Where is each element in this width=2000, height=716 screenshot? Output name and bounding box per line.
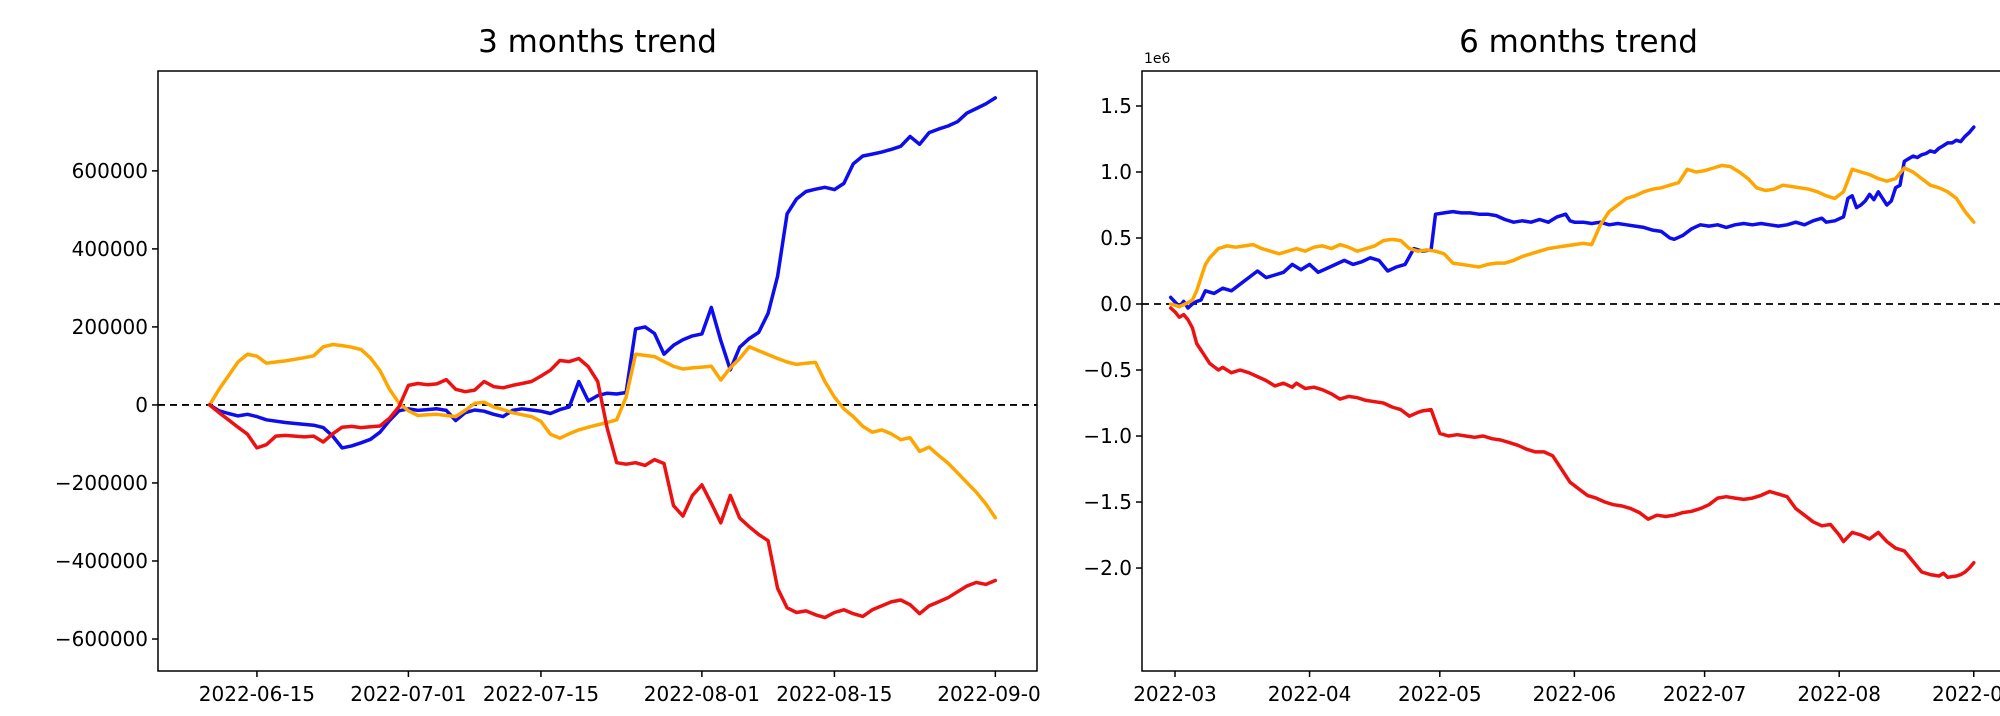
plot-area — [1141, 70, 2000, 672]
y-tick-label: 200000 — [72, 315, 148, 339]
x-tick-label: 2022-06 — [1533, 682, 1617, 706]
figure-canvas: { "figure": {"background": "#ffffff"}, "… — [54, 24, 2000, 706]
y-tick-label: 600000 — [72, 159, 148, 183]
x-tick-label: 2022-08 — [1797, 682, 1881, 706]
y-tick-label: −600000 — [55, 627, 148, 651]
y-tick-label: 1.0 — [1100, 160, 1132, 184]
y-tick-label: −1.0 — [1083, 424, 1132, 448]
six-months-trend-plot: 1.5 1.0 0.5 0.0 −0.5 −1.0 −1.5 −2.0 2022-03 2022-… — [1083, 51, 2000, 706]
x-tick-label: 2022-04 — [1268, 682, 1352, 706]
x-tick-label: 2022-09 — [1932, 682, 2000, 706]
orange-trend-line — [1168, 163, 1976, 309]
y-tick-label: 0.5 — [1100, 226, 1132, 250]
x-tick-label: 2022-09-01 — [937, 682, 1040, 706]
x-tick-label: 2022-07-01 — [350, 682, 466, 706]
blue-trend-line — [1168, 125, 1976, 310]
y-tick-label: −200000 — [55, 471, 148, 495]
y-tick-label: −400000 — [55, 549, 148, 573]
y-axis-offset-label: 1e6 — [1144, 51, 1171, 67]
y-tick-label: −0.5 — [1083, 358, 1132, 382]
x-tick-label: 2022-03 — [1133, 682, 1217, 706]
y-tick-label: 0.0 — [1100, 292, 1132, 316]
y-tick-label: 400000 — [72, 237, 148, 261]
y-tick-label: 1.5 — [1100, 94, 1132, 118]
x-tick-label: 2022-08-01 — [644, 682, 760, 706]
six-months-trend-chart: 6 months trend 1.5 1.0 0.5 0.0 −0.5 −1.0 −1.5 −… — [1040, 16, 2000, 716]
x-tick-label: 2022-07 — [1663, 682, 1747, 706]
chart-title: 6 months trend — [1459, 24, 1698, 60]
three-months-trend-plot: 600000 400000 200000 0 −200000 −400000 −600000… — [55, 70, 1040, 706]
y-tick-label: −1.5 — [1083, 490, 1132, 514]
red-trend-line — [1168, 306, 1976, 580]
plot-area — [157, 70, 1038, 672]
y-tick-label: −2.0 — [1083, 556, 1132, 580]
y-tick-label: 0 — [135, 393, 148, 417]
x-tick-label: 2022-08-15 — [776, 682, 892, 706]
chart-title: 3 months trend — [478, 24, 717, 60]
blue-trend-line — [207, 96, 998, 450]
orange-trend-line — [207, 342, 998, 520]
x-tick-label: 2022-06-15 — [199, 682, 315, 706]
x-tick-label: 2022-05 — [1398, 682, 1482, 706]
three-months-trend-chart: 3 months trend 600000 400000 200000 0 −20000… — [40, 16, 1040, 716]
red-trend-line — [207, 356, 998, 620]
x-tick-label: 2022-07-15 — [483, 682, 599, 706]
